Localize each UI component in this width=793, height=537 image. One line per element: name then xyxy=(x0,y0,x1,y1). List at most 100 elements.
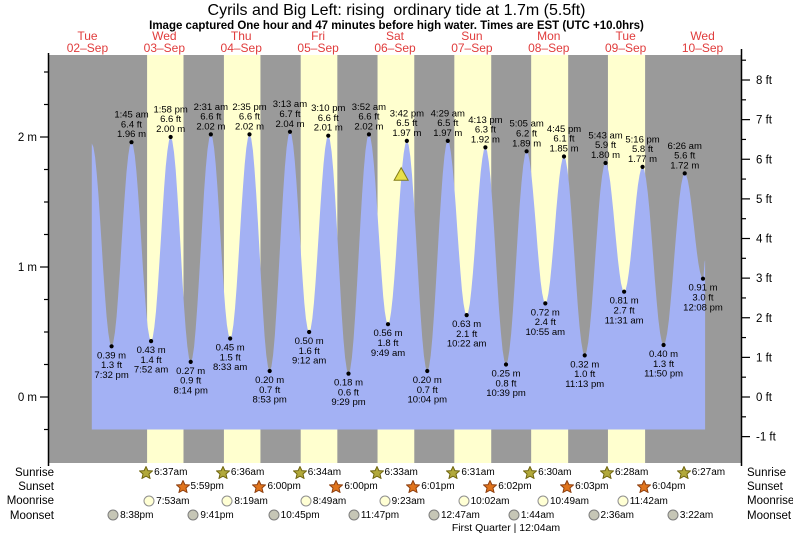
low-tide-label: 0.81 m 2.7 ft 11:31 am xyxy=(605,296,644,327)
sunrise-event: 6:27am xyxy=(676,466,726,479)
moonrise-icon xyxy=(458,495,470,507)
sunrise-event: 6:30am xyxy=(523,466,572,479)
sunrise-event: 6:34am xyxy=(292,466,341,479)
sunset-time: 6:03pm xyxy=(575,481,609,492)
moonrise-icon xyxy=(300,495,312,507)
moonrise-event: 8:19am xyxy=(221,495,268,507)
tide-extreme-dot xyxy=(464,313,469,318)
page-title: Cyrils and Big Left: rising ordinary tid… xyxy=(207,2,586,19)
day-name-label: Wed xyxy=(690,29,715,43)
right-axis-tick-label: 8 ft xyxy=(756,75,773,87)
low-tide-label: 0.43 m 1.4 ft 7:52 am xyxy=(134,345,168,376)
sunset-event: 6:01pm xyxy=(406,480,455,493)
sunset-icon xyxy=(483,480,498,493)
moonset-icon xyxy=(348,509,360,521)
high-tide-label: 3:52 am 6.6 ft 2.02 m xyxy=(352,102,386,133)
sunrise-icon xyxy=(599,466,614,479)
moonset-icon xyxy=(508,509,520,521)
day-date-label: 08–Sep xyxy=(528,41,570,55)
high-tide-label: 4:13 pm 6.3 ft 1.92 m xyxy=(468,115,502,146)
sunset-event: 6:04pm xyxy=(637,480,685,493)
high-tide-label: 3:42 pm 6.5 ft 1.97 m xyxy=(390,108,424,139)
high-tide-label: 3:13 am 6.7 ft 2.04 m xyxy=(273,99,307,130)
sunrise-time: 6:28am xyxy=(614,467,649,478)
right-axis-tick-label: 5 ft xyxy=(756,194,773,206)
day-date-label: 02–Sep xyxy=(66,41,109,55)
moon-phase-label: First Quarter | 12:04am xyxy=(451,522,561,534)
tide-extreme-dot xyxy=(543,301,548,306)
day-date-label: 04–Sep xyxy=(220,41,262,55)
sunset-icon xyxy=(560,480,575,493)
moonrise-time: 7:53am xyxy=(156,495,190,507)
right-axis-tick-label: 6 ft xyxy=(756,154,773,166)
tide-extreme-dot xyxy=(503,362,509,367)
tide-extreme-dot xyxy=(228,336,233,341)
moonset-icon xyxy=(667,509,679,521)
moonrise-row-label-left: Moonrise xyxy=(6,495,54,507)
tide-extreme-dot xyxy=(168,134,173,140)
high-tide-label: 2:31 am 6.6 ft 2.02 m xyxy=(194,102,228,133)
day-date-label: 07–Sep xyxy=(451,41,493,55)
moonset-icon xyxy=(428,509,440,521)
day-date-label: 09–Sep xyxy=(604,41,647,55)
tide-extreme-dot xyxy=(582,353,587,358)
sunrise-icon xyxy=(523,466,538,479)
sunrise-icon xyxy=(139,466,154,479)
tide-extreme-dot xyxy=(247,132,252,137)
high-tide-label: 5:05 am 6.2 ft 1.89 m xyxy=(509,119,543,150)
tide-extreme-dot xyxy=(622,289,627,294)
moonrise-icon xyxy=(221,495,233,507)
sunrise-icon xyxy=(676,466,691,479)
tide-extreme-dot xyxy=(603,160,608,166)
low-tide-label: 0.20 m 0.7 ft 10:04 pm xyxy=(407,375,447,406)
moonrise-icon xyxy=(617,495,629,507)
left-axis-tick-label: 0 m xyxy=(18,392,37,404)
sunset-event: 6:00pm xyxy=(252,480,301,493)
moonset-row-label-left: Moonset xyxy=(9,510,54,522)
day-date-label: 06–Sep xyxy=(374,41,416,55)
day-name-label: Wed xyxy=(152,29,177,43)
high-tide-label: 2:35 pm 6.6 ft 2.02 m xyxy=(232,102,266,133)
moonrise-time: 11:42am xyxy=(629,495,668,507)
tide-extreme-dot xyxy=(307,329,312,335)
sunrise-icon xyxy=(446,466,461,479)
moonrise-event: 10:49am xyxy=(537,495,589,507)
sunrise-row-label-right: Sunrise xyxy=(747,467,786,479)
left-axis-tick-label: 2 m xyxy=(18,132,37,144)
low-tide-label: 0.27 m 0.9 ft 8:14 pm xyxy=(174,366,208,397)
moonset-time: 10:45pm xyxy=(280,509,320,521)
high-tide-label: 5:16 pm 5.8 ft 1.77 m xyxy=(625,134,659,165)
sunrise-icon xyxy=(369,466,384,479)
tide-extreme-dot xyxy=(287,129,293,134)
moonrise-event: 10:02am xyxy=(458,495,510,507)
sunrise-event: 6:31am xyxy=(446,466,495,479)
low-tide-label: 0.72 m 2.4 ft 10:55 am xyxy=(525,307,565,338)
moonrise-row-label-right: Moonrise xyxy=(747,495,793,507)
moonset-event: 10:45pm xyxy=(268,509,320,521)
moonset-event: 9:41pm xyxy=(187,509,234,521)
right-axis-tick-label: 4 ft xyxy=(756,234,773,246)
moonrise-event: 9:23am xyxy=(379,495,425,507)
high-tide-label: 6:26 am 5.6 ft 1.72 m xyxy=(668,141,702,172)
tide-extreme-dot xyxy=(326,133,331,138)
day-name-label: Sun xyxy=(461,29,483,43)
high-tide-label: 5:43 am 5.9 ft 1.80 m xyxy=(588,130,622,161)
moonrise-event: 7:53am xyxy=(143,495,190,507)
tide-extreme-dot xyxy=(483,145,488,150)
tide-extreme-dot xyxy=(346,371,351,376)
moonrise-time: 8:19am xyxy=(234,495,268,507)
sunset-event: 6:00pm xyxy=(329,480,378,493)
right-axis-tick-label: 7 ft xyxy=(756,115,773,127)
moonset-event: 2:36am xyxy=(588,509,634,521)
sunset-event: 5:59pm xyxy=(175,480,224,493)
moonset-time: 1:44am xyxy=(520,509,555,521)
sunrise-icon xyxy=(292,466,307,479)
tide-extreme-dot xyxy=(385,322,391,327)
day-name-label: Tue xyxy=(615,29,636,43)
tide-extreme-dot xyxy=(404,138,409,143)
low-tide-label: 0.45 m 1.5 ft 8:33 am xyxy=(213,343,247,374)
sunrise-time: 6:27am xyxy=(691,467,726,478)
sunset-icon xyxy=(329,480,344,493)
